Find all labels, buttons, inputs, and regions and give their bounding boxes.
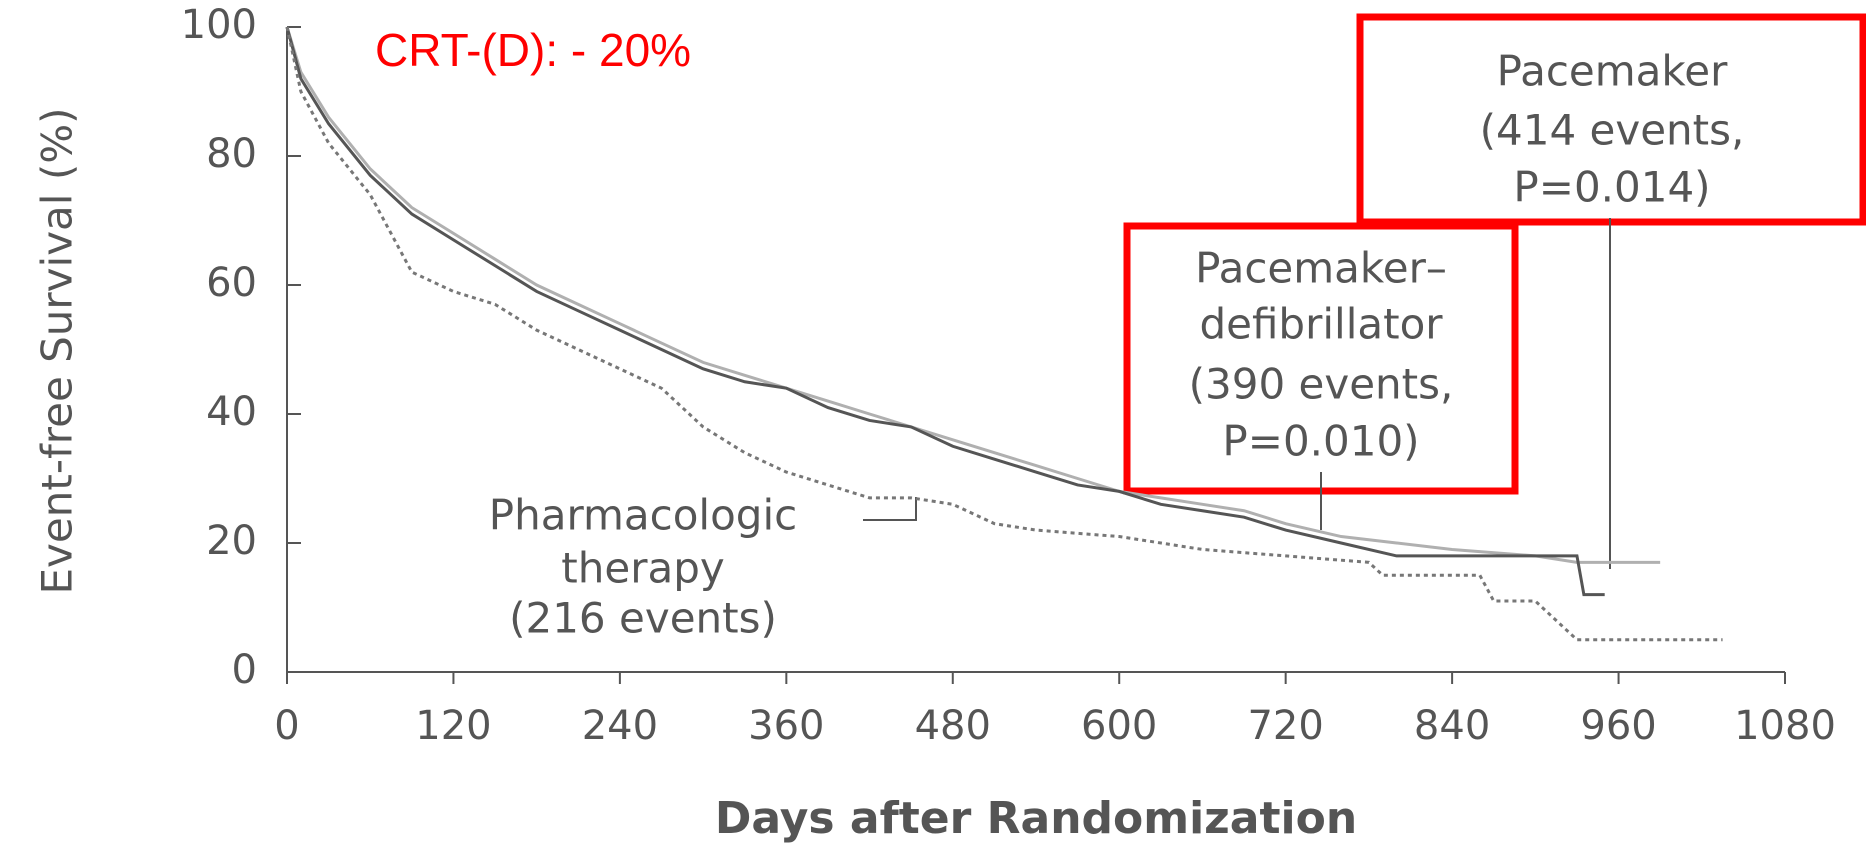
highlight-box — [1123, 222, 1519, 495]
series-label: Pharmacologic — [489, 491, 797, 540]
series-label: (414 events, — [1480, 106, 1745, 155]
x-tick-label: 1080 — [1734, 703, 1836, 749]
y-tick-label: 100 — [181, 2, 257, 48]
series-label: defibrillator — [1199, 300, 1443, 349]
survival-line — [285, 26, 1605, 597]
y-tick-label: 0 — [232, 647, 257, 693]
y-tick-label: 40 — [206, 389, 257, 435]
y-tick-label: 60 — [206, 260, 257, 306]
series-label: P=0.010) — [1222, 417, 1419, 466]
y-tick-label: 80 — [206, 131, 257, 177]
x-axis-title: Days after Randomization — [715, 793, 1357, 844]
x-tick-label: 0 — [274, 703, 299, 749]
series-label: Pacemaker — [1497, 47, 1728, 96]
series-label: (390 events, — [1189, 360, 1454, 409]
survival-line — [285, 26, 1723, 642]
x-tick-label: 120 — [415, 703, 491, 749]
x-tick-label: 720 — [1247, 703, 1323, 749]
series-label: (216 events) — [509, 594, 777, 643]
x-tick-label: 840 — [1414, 703, 1490, 749]
x-tick-label: 480 — [915, 703, 991, 749]
x-tick-label: 600 — [1081, 703, 1157, 749]
annotation: CRT-(D): - 20% — [375, 24, 691, 76]
highlight-box — [1356, 13, 1866, 226]
series-label: Pacemaker– — [1195, 244, 1447, 293]
y-tick-label: 20 — [206, 518, 257, 564]
y-axis-title: Event-free Survival (%) — [33, 108, 82, 595]
series-label: therapy — [561, 544, 724, 593]
x-tick-label: 240 — [582, 703, 658, 749]
pointer — [863, 497, 917, 521]
series-label: P=0.014) — [1513, 163, 1710, 212]
x-tick-label: 360 — [748, 703, 824, 749]
x-tick-label: 960 — [1580, 703, 1656, 749]
